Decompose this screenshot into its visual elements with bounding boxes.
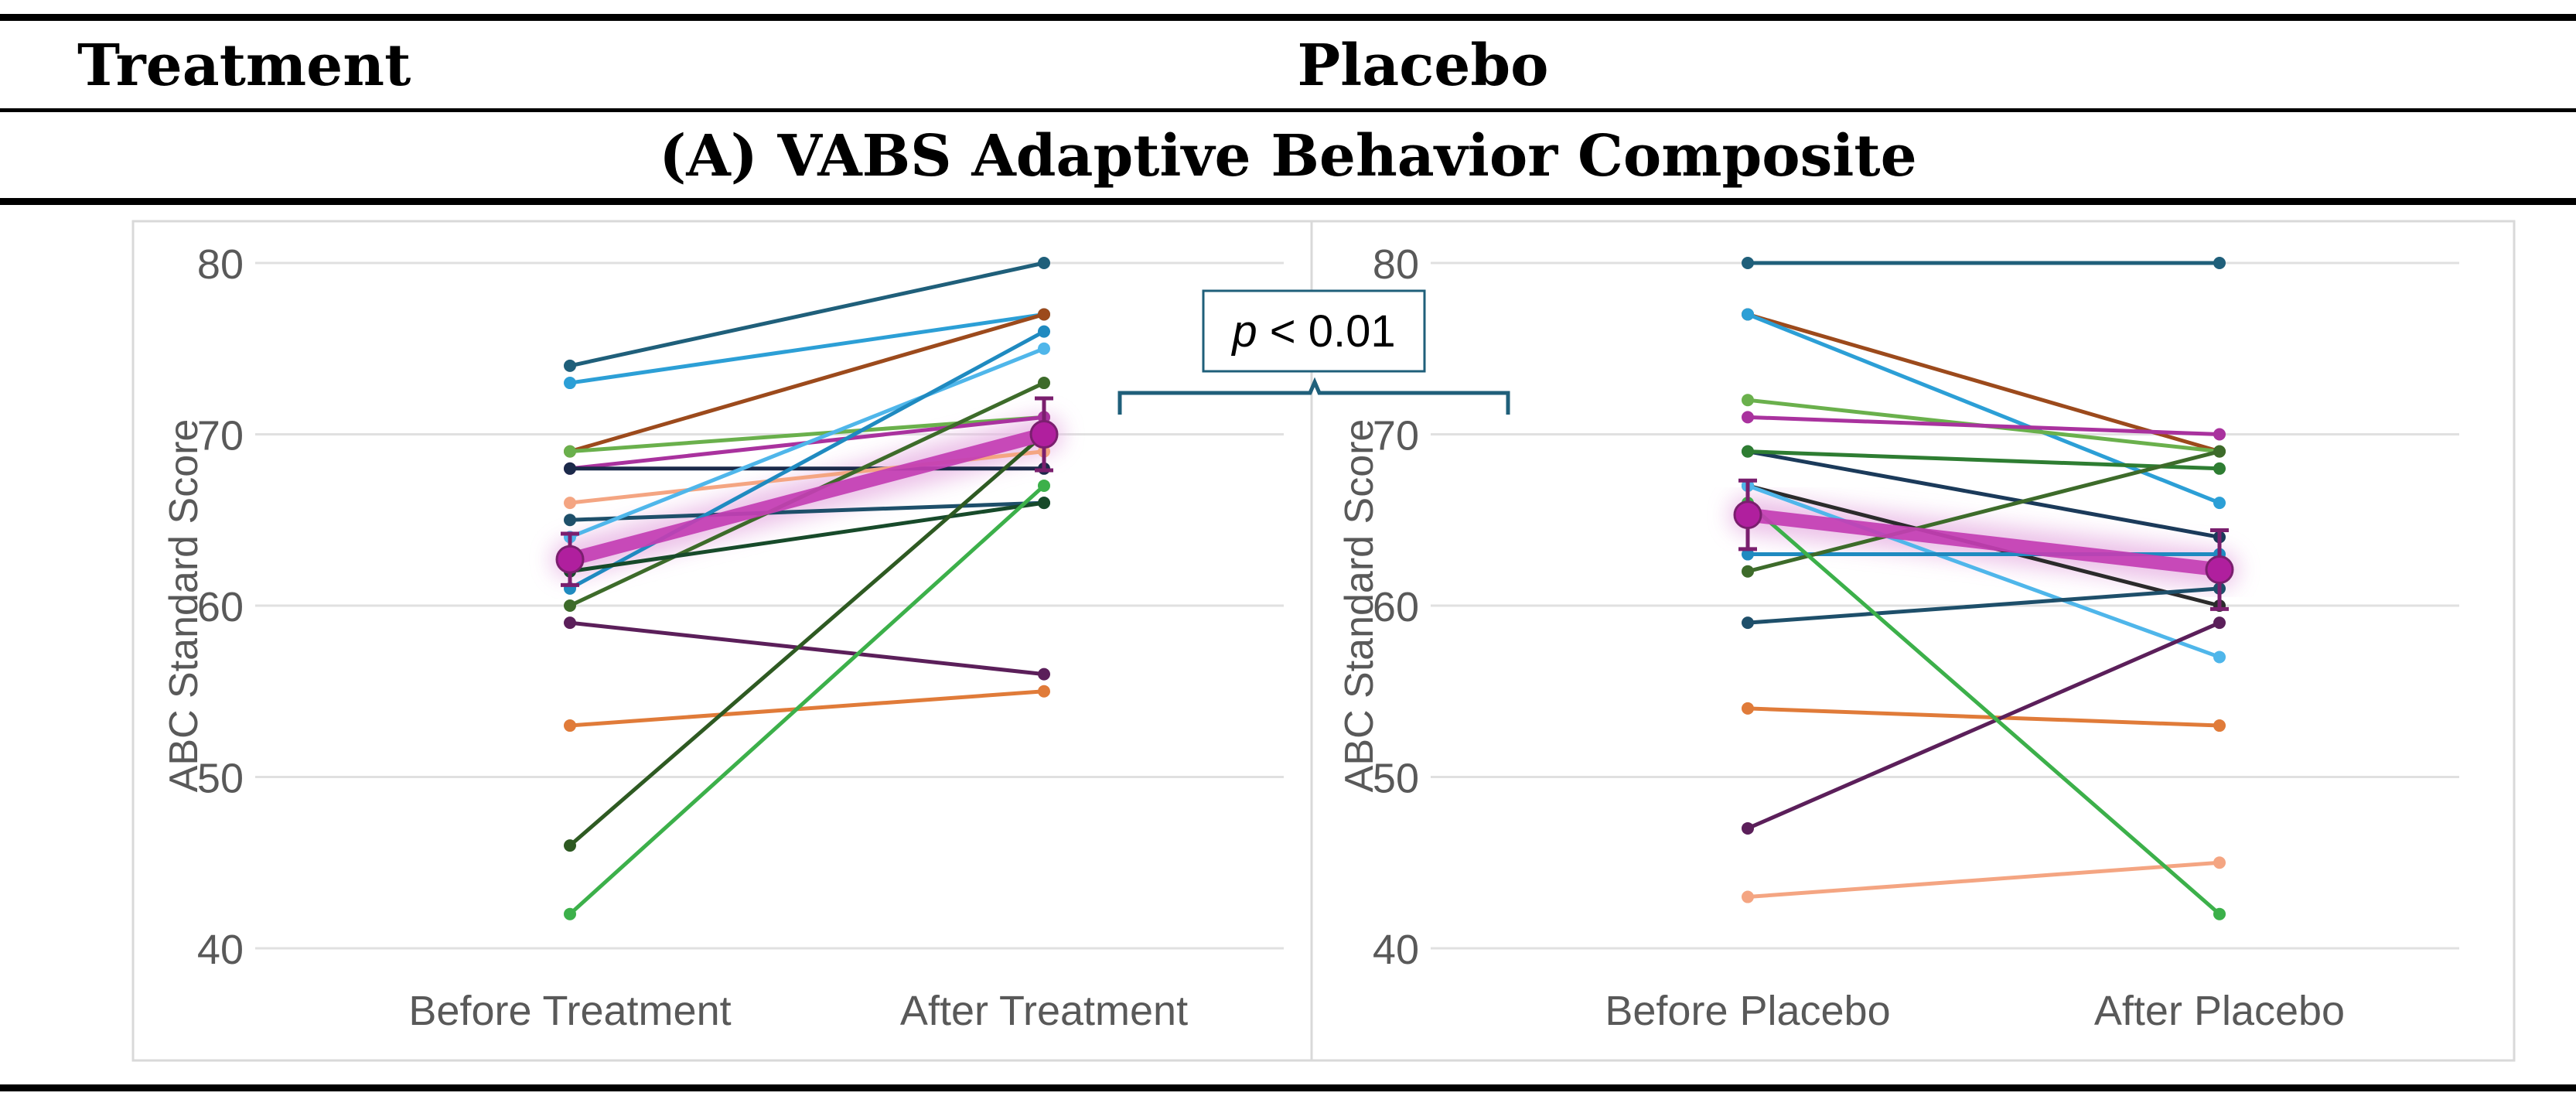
treatment-participant-point <box>1038 342 1050 355</box>
p-value-label: p < 0.01 <box>1230 306 1395 357</box>
placebo-category-label: Before Placebo <box>1605 988 1890 1034</box>
treatment-participant-line <box>569 312 1045 385</box>
placebo-y-tick-label: 70 <box>1373 413 1419 459</box>
treatment-participant-line <box>569 347 1045 539</box>
placebo-participant-point <box>1742 890 1754 903</box>
section-title: (A) VABS Adaptive Behavior Composite <box>659 123 1917 190</box>
placebo-participant-line <box>1747 449 2220 471</box>
treatment-participant-point <box>564 839 576 852</box>
placebo-category-label: After Placebo <box>2094 988 2345 1034</box>
placebo-participant-line <box>1747 483 2220 659</box>
placebo-participant-line <box>1747 706 2220 728</box>
placebo-participant-point <box>2213 428 2226 441</box>
treatment-participant-point <box>564 359 576 372</box>
placebo-participant-point <box>2213 856 2226 869</box>
placebo-participant-point <box>1742 445 1754 458</box>
treatment-participant-point <box>564 497 576 510</box>
placebo-participant-point <box>1742 821 1754 835</box>
header-rule <box>0 108 2576 112</box>
treatment-y-axis-label: ABC Standard Score <box>162 419 206 793</box>
treatment-participant-line <box>569 620 1045 677</box>
placebo-participant-line <box>1747 312 2220 454</box>
treatment-y-tick-label: 80 <box>197 241 244 288</box>
treatment-participant-point <box>564 719 576 732</box>
placebo-participant-point <box>1742 565 1754 578</box>
bottom-rule <box>0 1084 2576 1091</box>
treatment-y-tick-label: 40 <box>197 927 244 973</box>
placebo-participant-point <box>1742 616 1754 630</box>
treatment-participant-point <box>1038 377 1050 390</box>
treatment-participant-point <box>1038 497 1050 510</box>
treatment-participant-point <box>564 462 576 475</box>
section-rule <box>0 198 2576 205</box>
placebo-participant-point <box>1742 411 1754 424</box>
treatment-mean-line <box>563 427 1051 567</box>
placebo-y-axis-label: ABC Standard Score <box>1337 419 1382 793</box>
placebo-participant-point <box>1742 308 1754 321</box>
placebo-participant-line <box>1747 620 2220 831</box>
placebo-mean-point <box>1733 500 1762 530</box>
placebo-y-tick-label: 50 <box>1373 756 1419 802</box>
treatment-participant-line <box>569 500 1045 574</box>
placebo-participant-point <box>2213 651 2226 664</box>
treatment-y-tick-label: 70 <box>197 413 244 459</box>
treatment-participant-line <box>569 415 1045 454</box>
placebo-y-tick-label: 80 <box>1373 241 1419 288</box>
placebo-participant-line <box>1747 860 2220 900</box>
treatment-participant-point <box>564 599 576 612</box>
treatment-participant-point <box>564 616 576 630</box>
placebo-participant-point <box>1742 548 1754 561</box>
treatment-chart: 40 50 60 70 80 ABC Standard Score Before Treat… <box>162 241 1284 1034</box>
treatment-participant-point <box>1038 685 1050 698</box>
treatment-mean-point <box>1029 420 1059 449</box>
treatment-participant-point <box>564 514 576 527</box>
treatment-participant-point <box>564 907 576 920</box>
treatment-participant-line <box>569 261 1045 368</box>
placebo-participant-point <box>2213 445 2226 458</box>
treatment-participant-point <box>564 445 576 458</box>
treatment-participant-line <box>568 432 1046 847</box>
placebo-participant-line <box>1747 586 2220 625</box>
treatment-participant-point <box>1038 479 1050 492</box>
significance-bracket <box>1117 377 1510 415</box>
treatment-participant-point <box>564 377 576 390</box>
placebo-header: Placebo <box>1297 32 1549 99</box>
treatment-participant-line <box>568 484 1046 916</box>
placebo-participant-point <box>1742 257 1754 269</box>
treatment-participant-point <box>1038 257 1050 269</box>
placebo-participant-point <box>2213 257 2226 269</box>
treatment-y-tick-label: 60 <box>197 584 244 630</box>
placebo-participant-line <box>1747 415 2220 436</box>
placebo-y-tick-label: 40 <box>1373 927 1419 973</box>
placebo-participant-point <box>2213 907 2226 920</box>
treatment-participant-point <box>1038 668 1050 681</box>
placebo-participant-line <box>1747 449 2220 574</box>
placebo-participant-point <box>1742 702 1754 715</box>
placebo-participant-line <box>1747 449 2220 539</box>
treatment-participant-point <box>1038 325 1050 338</box>
placebo-y-tick-label: 60 <box>1373 584 1419 630</box>
placebo-participant-point <box>2213 462 2226 475</box>
placebo-chart: 40 50 60 70 80 ABC Standard Score Before Place… <box>1337 241 2459 1034</box>
treatment-participant-line <box>569 500 1045 522</box>
treatment-y-tick-label: 50 <box>197 756 244 802</box>
treatment-participant-line <box>569 689 1045 728</box>
treatment-category-label: After Treatment <box>900 988 1188 1034</box>
treatment-header: Treatment <box>77 32 411 99</box>
treatment-mean-point <box>555 545 585 574</box>
p-value-box <box>1202 289 1426 373</box>
top-rule <box>0 14 2576 21</box>
placebo-mean-line <box>1741 507 2226 577</box>
treatment-category-label: Before Treatment <box>408 988 731 1034</box>
placebo-participant-point <box>2213 719 2226 732</box>
placebo-participant-point <box>2213 616 2226 630</box>
placebo-mean-point <box>2205 555 2234 584</box>
placebo-chart-frame <box>1310 220 2516 1062</box>
treatment-participant-point <box>1038 308 1050 321</box>
placebo-participant-line <box>1746 501 2221 916</box>
placebo-participant-point <box>2213 497 2226 510</box>
placebo-participant-point <box>1742 394 1754 407</box>
treatment-participant-line <box>569 312 1045 454</box>
